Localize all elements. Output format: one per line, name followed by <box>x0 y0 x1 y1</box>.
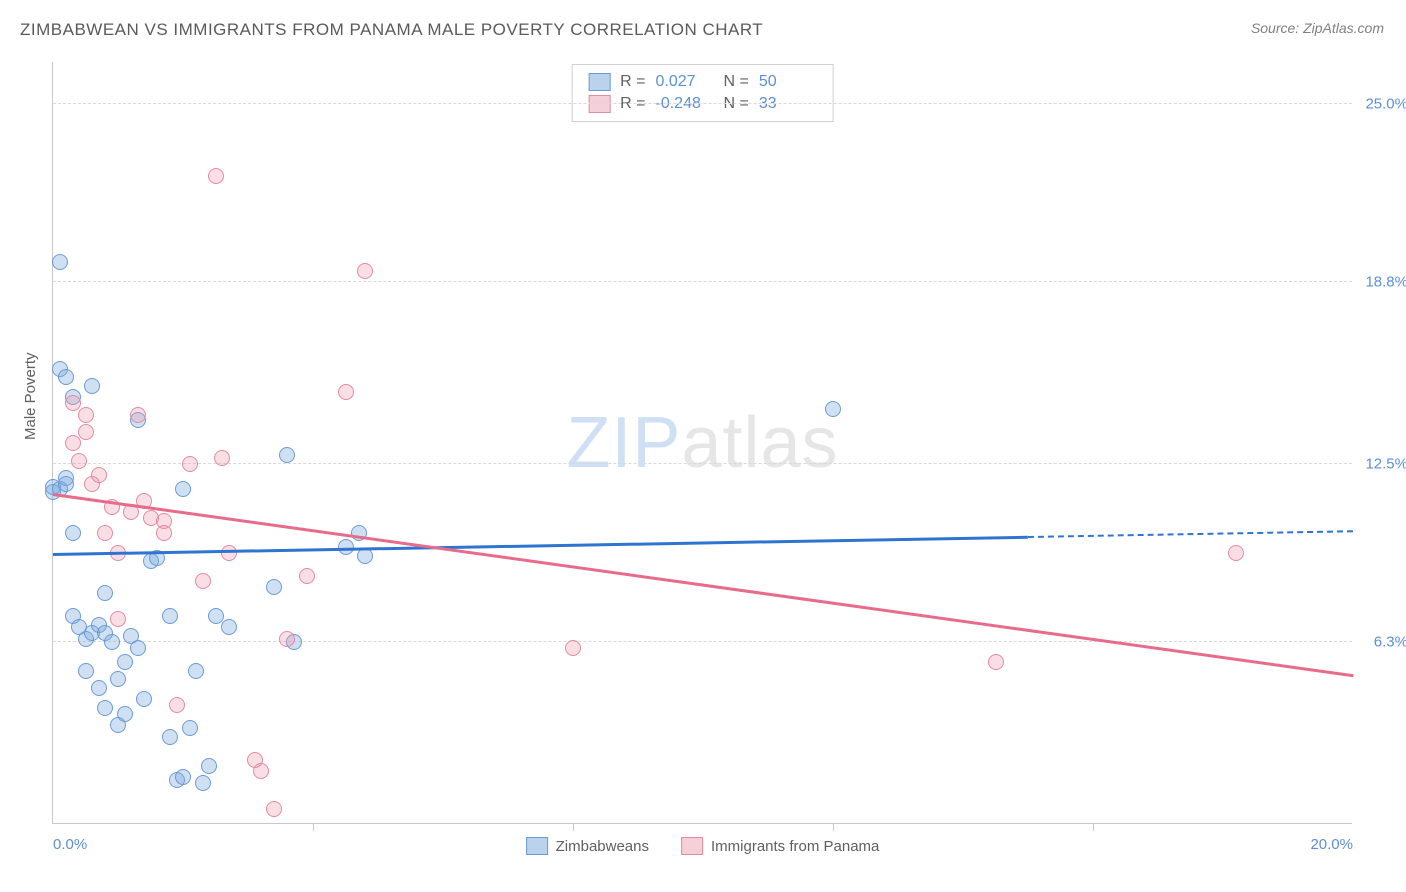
data-point <box>175 769 191 785</box>
data-point <box>338 384 354 400</box>
data-point <box>175 481 191 497</box>
data-point <box>104 634 120 650</box>
chart-title: ZIMBABWEAN VS IMMIGRANTS FROM PANAMA MAL… <box>20 20 763 40</box>
y-tick-label: 6.3% <box>1374 633 1406 650</box>
stat-n-label: N = <box>724 73 749 91</box>
data-point <box>78 663 94 679</box>
data-point <box>58 476 74 492</box>
data-point <box>97 700 113 716</box>
data-point <box>182 720 198 736</box>
data-point <box>825 401 841 417</box>
data-point <box>221 619 237 635</box>
data-point <box>78 424 94 440</box>
watermark: ZIPatlas <box>566 402 838 484</box>
data-point <box>299 568 315 584</box>
data-point <box>266 801 282 817</box>
x-tick <box>833 823 834 831</box>
data-point <box>117 654 133 670</box>
y-tick-label: 12.5% <box>1365 455 1406 472</box>
data-point <box>84 378 100 394</box>
y-tick-label: 25.0% <box>1365 96 1406 113</box>
data-point <box>91 680 107 696</box>
legend-label: Immigrants from Panama <box>711 838 879 855</box>
series-legend: Zimbabweans Immigrants from Panama <box>526 837 880 855</box>
gridline <box>53 103 1352 104</box>
data-point <box>65 435 81 451</box>
data-point <box>221 545 237 561</box>
trend-line <box>1028 531 1353 539</box>
data-point <box>130 407 146 423</box>
legend-item-a: Zimbabweans <box>526 837 649 855</box>
data-point <box>97 585 113 601</box>
legend-item-b: Immigrants from Panama <box>681 837 879 855</box>
data-point <box>52 254 68 270</box>
data-point <box>208 608 224 624</box>
data-point <box>188 663 204 679</box>
data-point <box>71 453 87 469</box>
data-point <box>279 447 295 463</box>
data-point <box>169 697 185 713</box>
x-tick-label: 20.0% <box>1310 836 1353 853</box>
data-point <box>156 525 172 541</box>
data-point <box>253 763 269 779</box>
data-point <box>91 467 107 483</box>
data-point <box>182 456 198 472</box>
gridline <box>53 641 1352 642</box>
data-point <box>117 706 133 722</box>
x-tick <box>573 823 574 831</box>
legend-label: Zimbabweans <box>556 838 649 855</box>
data-point <box>110 611 126 627</box>
data-point <box>110 671 126 687</box>
swatch-icon <box>681 837 703 855</box>
data-point <box>201 758 217 774</box>
stats-row-series-a: R = 0.027 N = 50 <box>588 71 817 93</box>
trend-line <box>53 493 1353 677</box>
data-point <box>988 654 1004 670</box>
data-point <box>266 579 282 595</box>
x-tick <box>313 823 314 831</box>
data-point <box>195 573 211 589</box>
gridline <box>53 463 1352 464</box>
x-tick <box>1093 823 1094 831</box>
data-point <box>214 450 230 466</box>
data-point <box>195 775 211 791</box>
swatch-icon <box>526 837 548 855</box>
data-point <box>162 608 178 624</box>
trend-line <box>53 536 1028 556</box>
data-point <box>136 691 152 707</box>
chart-plot-area: ZIPatlas R = 0.027 N = 50 R = -0.248 N =… <box>52 62 1352 824</box>
data-point <box>357 263 373 279</box>
data-point <box>279 631 295 647</box>
stat-n-value: 50 <box>759 73 817 91</box>
correlation-stats-box: R = 0.027 N = 50 R = -0.248 N = 33 <box>571 64 834 122</box>
swatch-icon <box>588 73 610 91</box>
data-point <box>565 640 581 656</box>
data-point <box>65 395 81 411</box>
y-tick-label: 18.8% <box>1365 274 1406 291</box>
stat-r-label: R = <box>620 73 645 91</box>
stat-r-value: 0.027 <box>656 73 714 91</box>
data-point <box>78 407 94 423</box>
data-point <box>208 168 224 184</box>
data-point <box>97 525 113 541</box>
gridline <box>53 281 1352 282</box>
data-point <box>58 369 74 385</box>
data-point <box>65 525 81 541</box>
data-point <box>1228 545 1244 561</box>
y-axis-label: Male Poverty <box>22 352 39 440</box>
x-tick-label: 0.0% <box>53 836 87 853</box>
data-point <box>130 640 146 656</box>
data-point <box>162 729 178 745</box>
source-attribution: Source: ZipAtlas.com <box>1251 20 1384 36</box>
